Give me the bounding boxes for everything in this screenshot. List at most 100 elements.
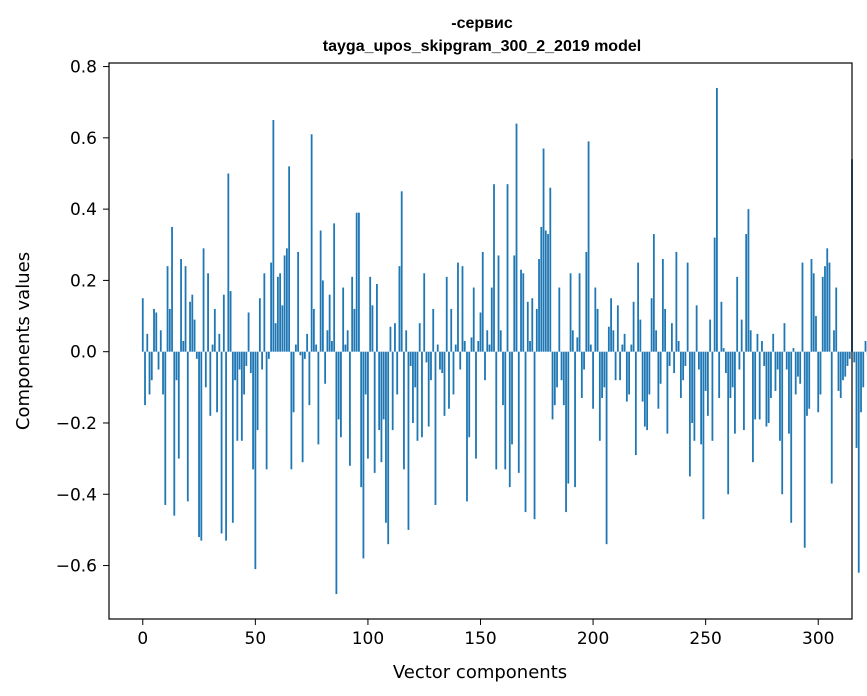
bar-component-195	[580, 351, 583, 399]
y-tick-label: 0.6	[70, 129, 97, 149]
bar-component-144	[466, 351, 468, 502]
bar-component-4	[150, 351, 153, 381]
bar-component-261	[729, 351, 732, 399]
bar-component-305	[828, 262, 831, 352]
bar-component-226	[650, 298, 653, 352]
bar-component-298	[812, 273, 815, 352]
bar-component-32	[213, 308, 216, 352]
bar-component-79	[319, 230, 322, 352]
bar-component-320	[862, 351, 865, 388]
y-axis-ticks: −0.6 −0.4 −0.2 0.0 0.2 0.4 0.6 0.8	[56, 58, 109, 577]
bar-component-290	[794, 351, 797, 395]
bar-component-2	[146, 333, 149, 352]
bar-component-308	[835, 287, 838, 352]
bar-component-311	[842, 351, 844, 381]
chart-title: -сервис	[451, 15, 513, 32]
bar-component-113	[396, 351, 399, 395]
bar-component-230	[659, 351, 662, 384]
bar-component-34	[218, 333, 221, 352]
bar-component-262	[731, 351, 734, 388]
bar-component-55	[265, 351, 268, 470]
bar-component-59	[274, 323, 277, 352]
bar-component-93	[351, 276, 354, 352]
bar-component-101	[369, 276, 372, 352]
bar-component-275	[761, 341, 763, 352]
bar-component-138	[452, 351, 455, 395]
bar-component-214	[623, 333, 626, 352]
bar-component-233	[666, 351, 669, 434]
bar-component-30	[209, 351, 212, 416]
bar-component-120	[412, 351, 414, 423]
bar-component-235	[670, 323, 673, 352]
bar-component-147	[472, 287, 475, 352]
bar-component-151	[481, 251, 484, 352]
bar-component-181	[549, 187, 552, 352]
bar-component-70	[299, 351, 302, 356]
bar-component-69	[297, 251, 300, 352]
bar-component-96	[358, 212, 360, 352]
bar-component-12	[168, 308, 171, 352]
bar-component-92	[349, 351, 351, 466]
bar-component-91	[346, 330, 349, 352]
bar-component-268	[745, 234, 748, 352]
bar-component-1	[144, 351, 146, 406]
bar-component-238	[677, 341, 680, 352]
bar-component-206	[605, 351, 608, 545]
bar-component-295	[806, 351, 808, 416]
bar-component-247	[698, 351, 700, 370]
bar-component-289	[792, 348, 795, 352]
bar-component-97	[360, 351, 363, 488]
x-tick-label: 100	[352, 629, 384, 649]
bar-component-130	[434, 351, 437, 505]
bar-component-110	[389, 326, 392, 352]
bar-component-51	[256, 351, 259, 431]
bar-component-24	[195, 351, 198, 359]
bar-component-216	[628, 351, 630, 395]
bar-component-182	[551, 351, 554, 420]
bar-component-62	[281, 305, 284, 352]
bar-component-277	[765, 351, 768, 427]
y-tick-label: −0.4	[56, 485, 97, 505]
y-tick-label: −0.2	[56, 414, 97, 434]
bar-component-39	[229, 291, 232, 352]
bar-component-241	[684, 351, 687, 366]
bar-component-66	[290, 351, 293, 470]
bar-component-294	[803, 351, 806, 548]
bar-component-19	[184, 266, 187, 352]
bar-component-210	[614, 351, 617, 381]
bar-component-106	[380, 351, 383, 463]
bar-component-167	[517, 351, 520, 473]
bar-component-8	[159, 330, 162, 352]
bar-component-50	[254, 351, 257, 570]
bar-component-267	[743, 351, 745, 431]
bar-component-243	[688, 351, 691, 477]
bar-component-46	[245, 351, 248, 366]
bar-component-244	[691, 351, 694, 423]
bar-component-14	[173, 351, 176, 516]
bar-component-157	[495, 351, 498, 470]
bar-component-102	[371, 305, 374, 352]
bar-component-174	[533, 351, 536, 520]
y-tick-label: −0.6	[56, 557, 97, 577]
bar-component-212	[619, 351, 621, 381]
bar-component-123	[418, 323, 421, 352]
bar-component-223	[643, 351, 646, 427]
bar-component-178	[542, 148, 545, 352]
bar-component-166	[515, 123, 518, 352]
bar-component-177	[540, 226, 543, 352]
bar-component-78	[317, 351, 320, 445]
bar-component-82	[326, 330, 329, 352]
bar-component-194	[578, 273, 581, 352]
bar-component-132	[439, 351, 441, 370]
bar-component-252	[709, 319, 712, 352]
bar-component-193	[576, 337, 579, 352]
bar-component-129	[432, 308, 435, 352]
bar-component-173	[531, 298, 534, 352]
bar-component-204	[601, 351, 603, 399]
bar-component-221	[639, 319, 642, 352]
bar-component-316	[853, 351, 856, 363]
bar-component-263	[734, 351, 736, 434]
bar-component-5	[153, 308, 155, 352]
bar-component-215	[625, 351, 628, 402]
x-tick-label: 0	[137, 629, 148, 649]
